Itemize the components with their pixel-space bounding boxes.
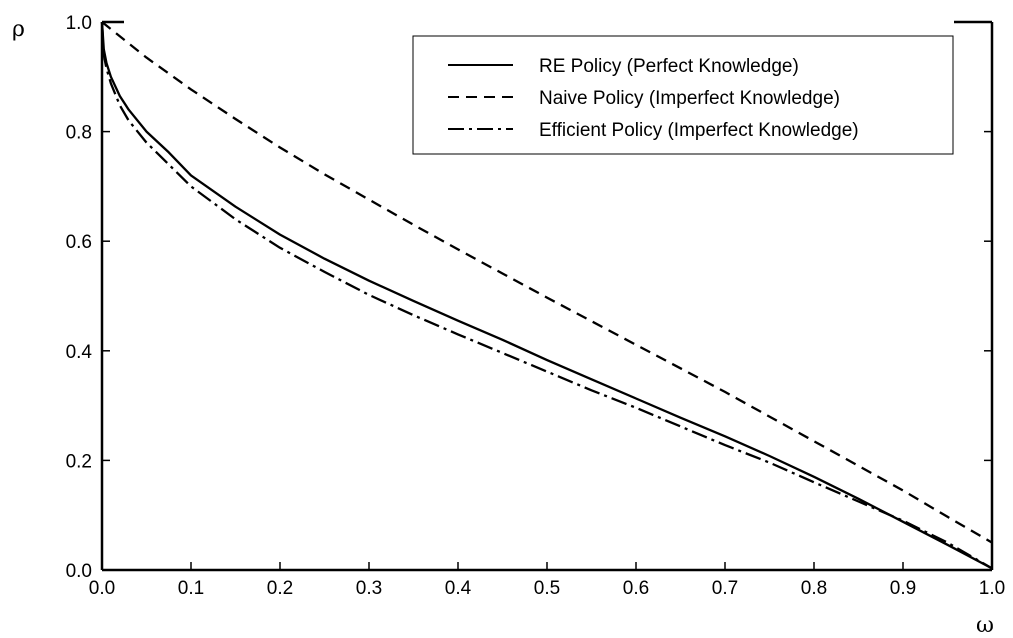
y-tick-label: 0.4 [66,342,93,363]
x-tick-label: 0.8 [801,578,827,599]
y-tick-label: 0.2 [66,451,92,472]
series-line-3 [100,21,993,570]
series-line-2 [101,21,993,544]
x-tick-label: 0.4 [445,578,472,599]
y-axis-label: ρ [12,17,25,42]
y-tick-label: 0.6 [66,232,92,253]
y-tick-label: 0.8 [66,123,92,144]
x-tick-label: 0.3 [356,578,382,599]
x-tick-label: 0.9 [890,578,916,599]
series-line-1 [100,21,993,570]
y-tick-label: 0.0 [66,561,92,582]
x-tick-label: 0.1 [178,578,204,599]
x-tick-label: 0.0 [89,578,115,599]
legend: RE Policy (Perfect Knowledge) Naive Polic… [412,35,954,155]
x-tick-label: 0.2 [267,578,293,599]
legend-label-3: Efficient Policy (Imperfect Knowledge) [539,120,859,141]
x-tick-label: 1.0 [979,578,1005,599]
legend-label-1: RE Policy (Perfect Knowledge) [539,56,799,77]
x-tick-label: 0.5 [534,578,560,599]
series-layer [100,21,993,570]
axis-ticks: 0.0 0.1 0.2 0.3 0.4 0.5 0.6 0.7 0.8 0.9 1.0 0.0 0.2 0… [66,13,1006,599]
legend-box [412,35,954,155]
x-tick-label: 0.7 [712,578,738,599]
x-tick-label: 0.6 [623,578,649,599]
x-axis-label: ω [976,613,994,638]
y-tick-label: 1.0 [66,13,92,34]
legend-label-2: Naive Policy (Imperfect Knowledge) [539,88,840,109]
